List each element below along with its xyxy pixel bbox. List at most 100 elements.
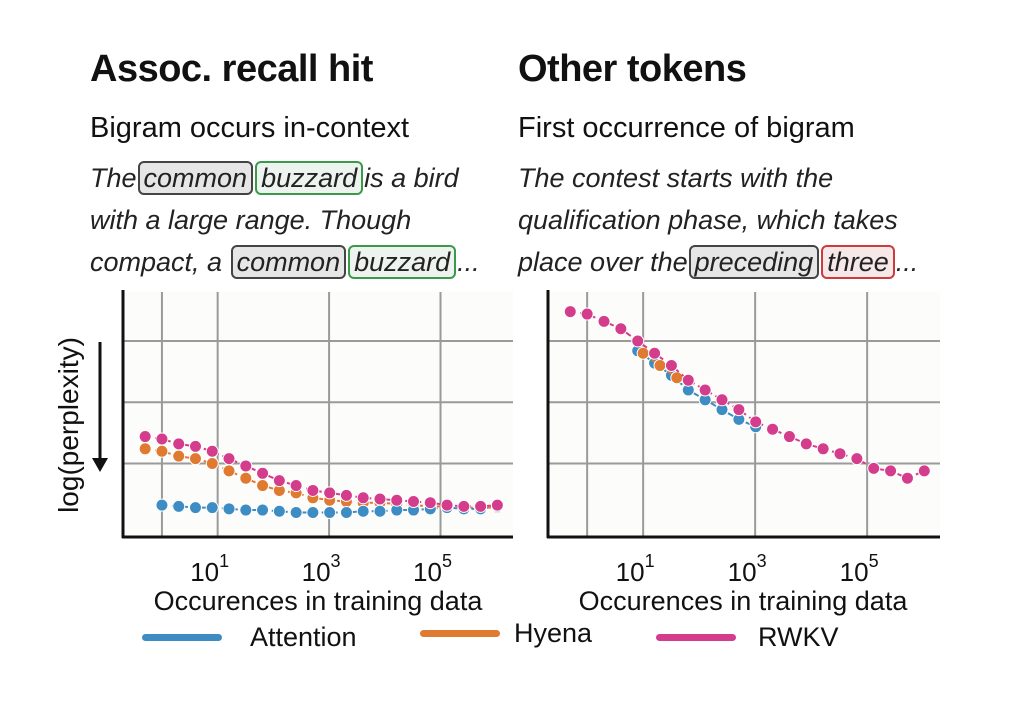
example-line: The common buzzard is a bird — [90, 157, 480, 199]
data-point-rwkv — [390, 493, 404, 507]
data-point-hyena — [222, 464, 236, 478]
legend-label-hyena: Hyena — [514, 618, 593, 648]
data-point-rwkv — [580, 307, 594, 321]
right-example-text: The contest starts with the qualification… — [518, 157, 918, 283]
legend-item-rwkv: RWKV — [656, 622, 839, 653]
x-tick-exponent: 3 — [757, 551, 767, 571]
data-point-attention — [222, 502, 236, 516]
x-tick-base: 10 — [728, 557, 757, 587]
legend-swatch-attention — [142, 634, 222, 641]
data-point-rwkv — [138, 430, 152, 444]
data-point-hyena — [256, 479, 270, 493]
example-text-segment: with a large range. Though — [90, 205, 412, 235]
series-line-rwkv — [145, 435, 498, 508]
data-point-attention — [289, 506, 303, 519]
data-point-hyena — [670, 371, 684, 385]
x-tick-label: 103 — [302, 551, 341, 587]
example-text-segment: place over the — [518, 247, 688, 277]
right-panel-subtitle: First occurrence of bigram — [518, 112, 855, 144]
right-x-axis-label: Occurences in training data — [579, 586, 909, 616]
x-tick-exponent: 3 — [331, 551, 341, 571]
token-box-green: buzzard — [348, 245, 457, 279]
data-point-hyena — [155, 444, 169, 458]
series-line-hyena — [145, 447, 498, 509]
data-point-rwkv — [239, 459, 253, 473]
data-point-rwkv — [597, 314, 611, 328]
data-point-hyena — [653, 359, 667, 372]
data-point-rwkv — [884, 464, 898, 478]
token-box-gray: preceding — [688, 245, 820, 279]
data-point-hyena — [138, 442, 152, 456]
left-panel-title: Assoc. recall hit — [90, 48, 373, 90]
data-point-attention — [155, 498, 169, 512]
x-tick-exponent: 1 — [645, 551, 655, 571]
arrow-down-icon — [92, 342, 108, 472]
data-point-attention — [239, 503, 253, 517]
data-point-hyena — [188, 452, 202, 466]
x-tick-base: 10 — [190, 557, 219, 587]
data-point-rwkv — [749, 415, 763, 429]
data-point-hyena — [636, 346, 650, 360]
example-text-segment: The — [90, 163, 137, 193]
example-text-segment: qualification phase, which takes — [518, 205, 898, 235]
data-point-attention — [323, 506, 337, 519]
legend-item-hyena: Hyena — [420, 618, 592, 649]
legend-item-attention: Attention — [142, 622, 357, 653]
x-tick-exponent: 5 — [869, 551, 879, 571]
data-point-rwkv — [715, 393, 729, 407]
data-point-rwkv — [782, 430, 796, 444]
data-point-rwkv — [306, 483, 320, 497]
token-box-gray: common — [230, 245, 347, 279]
data-point-rwkv — [289, 479, 303, 493]
data-point-rwkv — [490, 498, 504, 512]
data-point-rwkv — [732, 403, 746, 417]
example-text-segment: compact, a — [90, 247, 230, 277]
data-point-rwkv — [917, 464, 931, 478]
data-point-rwkv — [648, 346, 662, 360]
data-point-attention — [205, 501, 219, 515]
data-point-attention — [272, 504, 286, 518]
example-text-segment: ... — [895, 247, 919, 277]
left-x-axis-label: Occurences in training data — [154, 586, 484, 616]
data-point-rwkv — [833, 447, 847, 461]
data-point-rwkv — [356, 491, 370, 505]
example-line: place over the preceding three... — [518, 241, 918, 283]
y-axis-label: log(perplexity) — [53, 337, 84, 513]
data-point-rwkv — [850, 452, 864, 466]
data-point-attention — [256, 503, 270, 517]
data-point-attention — [188, 501, 202, 515]
data-point-rwkv — [900, 471, 914, 485]
example-text-segment: is a bird — [364, 163, 459, 193]
data-point-rwkv — [423, 496, 437, 510]
example-line: compact, a common buzzard... — [90, 241, 480, 283]
data-point-rwkv — [272, 474, 286, 488]
example-line: qualification phase, which takes — [518, 199, 918, 241]
data-point-rwkv — [614, 322, 628, 336]
x-tick-label: 101 — [190, 551, 229, 587]
x-tick-exponent: 1 — [219, 551, 229, 571]
data-point-rwkv — [323, 486, 337, 500]
token-box-green: buzzard — [255, 161, 364, 195]
data-point-rwkv — [222, 452, 236, 466]
data-point-rwkv — [205, 444, 219, 458]
legend-swatch-hyena — [420, 630, 500, 637]
data-point-rwkv — [681, 373, 695, 387]
left-example-text: The common buzzard is a bird with a large ra… — [90, 157, 480, 283]
data-point-attention — [356, 504, 370, 518]
data-point-rwkv — [373, 492, 387, 506]
data-point-rwkv — [631, 334, 645, 348]
x-tick-base: 10 — [840, 557, 869, 587]
x-tick-label: 103 — [728, 551, 767, 587]
legend-swatch-rwkv — [656, 634, 736, 641]
left-panel-subtitle: Bigram occurs in-context — [90, 112, 410, 144]
data-point-hyena — [239, 471, 253, 485]
x-tick-label: 105 — [413, 551, 452, 587]
data-point-rwkv — [563, 305, 577, 319]
data-point-rwkv — [766, 422, 780, 436]
example-line: with a large range. Though — [90, 199, 480, 241]
data-point-rwkv — [155, 432, 169, 446]
data-point-hyena — [205, 457, 219, 470]
data-point-rwkv — [799, 437, 813, 451]
data-point-rwkv — [256, 466, 270, 480]
token-box-gray: common — [137, 161, 254, 195]
